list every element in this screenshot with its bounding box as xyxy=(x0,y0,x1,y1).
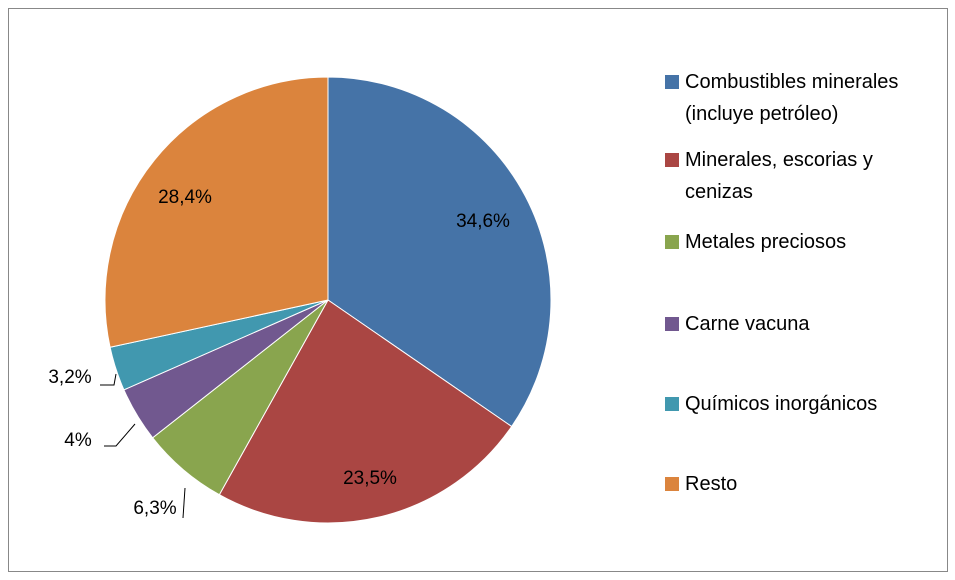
legend-label: Minerales, escorias y cenizas xyxy=(685,149,873,203)
legend-swatch xyxy=(665,75,679,89)
pie-slice xyxy=(218,299,513,524)
data-label: 28,4% xyxy=(158,187,212,208)
legend-label: Metales preciosos xyxy=(685,231,847,253)
pie-slice xyxy=(327,76,552,428)
legend-swatch xyxy=(665,153,679,167)
leader-line xyxy=(104,423,136,447)
legend-swatch xyxy=(665,317,679,331)
legend-swatch xyxy=(665,477,679,491)
legend-item: Combustibles minerales (incluye petróleo… xyxy=(665,66,937,130)
data-label: 23,5% xyxy=(343,468,397,489)
data-label: 3,2% xyxy=(48,367,91,388)
data-label: 6,3% xyxy=(133,498,176,519)
legend-item: Químicos inorgánicos xyxy=(665,388,937,420)
data-label: 34,6% xyxy=(456,211,510,232)
legend-swatch xyxy=(665,235,679,249)
legend-swatch xyxy=(665,397,679,411)
pie-slice xyxy=(104,76,329,348)
leader-line xyxy=(100,373,117,386)
legend-label: Combustibles minerales (incluye petróleo… xyxy=(685,71,899,125)
legend-item: Carne vacuna xyxy=(665,308,937,340)
data-label: 4% xyxy=(64,430,92,451)
legend-item: Resto xyxy=(665,468,937,500)
legend-item: Metales preciosos xyxy=(665,226,937,258)
legend-label: Resto xyxy=(685,473,738,495)
legend-item: Minerales, escorias y cenizas xyxy=(665,144,937,208)
legend-label: Carne vacuna xyxy=(685,313,810,335)
leader-line xyxy=(182,487,186,519)
legend-label: Químicos inorgánicos xyxy=(685,393,878,415)
